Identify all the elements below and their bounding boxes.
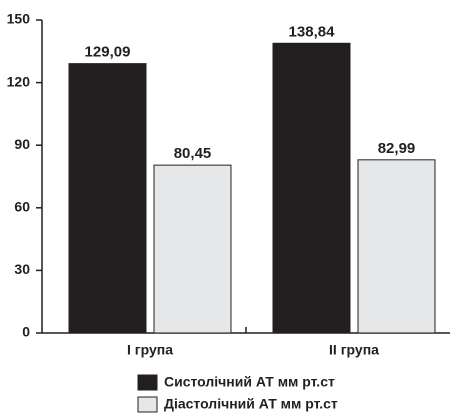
- y-tick-label: 60: [14, 199, 30, 215]
- x-tick-label: II група: [329, 342, 379, 358]
- y-tick-label: 90: [14, 136, 30, 152]
- y-tick-label: 0: [22, 324, 30, 340]
- legend-swatch: [137, 374, 158, 391]
- legend-label: Систолічний АТ мм рт.ст: [164, 374, 335, 390]
- bar: [153, 164, 232, 334]
- bar: [68, 63, 147, 334]
- data-label: 138,84: [289, 23, 336, 40]
- data-label: 129,09: [85, 44, 131, 61]
- bar: [272, 42, 351, 334]
- y-tick-label: 120: [7, 73, 31, 89]
- data-label: 82,99: [378, 140, 416, 157]
- y-tick-label: 150: [7, 11, 31, 27]
- x-tick-label: I група: [127, 342, 173, 358]
- bar: [357, 159, 436, 334]
- legend-swatch: [137, 396, 158, 413]
- data-label: 80,45: [174, 145, 212, 162]
- y-tick-label: 30: [14, 261, 30, 277]
- legend-label: Діастолічний АТ мм рт.ст: [164, 396, 338, 412]
